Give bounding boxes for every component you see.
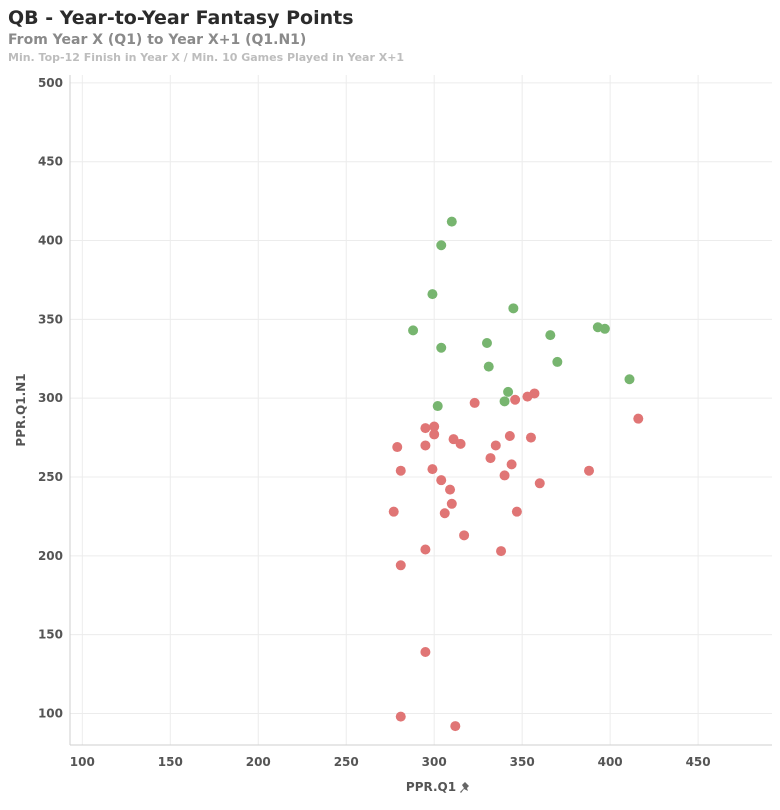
data-point[interactable] bbox=[499, 396, 510, 407]
data-point[interactable] bbox=[499, 470, 510, 481]
y-tick-label: 250 bbox=[38, 470, 63, 484]
data-point[interactable] bbox=[552, 356, 563, 367]
data-point[interactable] bbox=[511, 506, 522, 517]
data-point[interactable] bbox=[469, 397, 480, 408]
data-point[interactable] bbox=[427, 464, 438, 475]
y-axis-ticks: 100 150 200 250 300 350 400 450 500 bbox=[38, 76, 63, 721]
y-tick-label: 300 bbox=[38, 391, 63, 405]
x-axis-ticks: 100 150 200 250 300 350 400 450 bbox=[70, 755, 711, 769]
data-point[interactable] bbox=[545, 330, 556, 341]
x-tick-label: 250 bbox=[334, 755, 359, 769]
data-point[interactable] bbox=[483, 361, 494, 372]
x-tick-label: 300 bbox=[422, 755, 447, 769]
data-point[interactable] bbox=[395, 560, 406, 571]
data-point[interactable] bbox=[448, 434, 459, 445]
data-point[interactable] bbox=[525, 432, 536, 443]
data-point[interactable] bbox=[427, 289, 438, 300]
data-point[interactable] bbox=[490, 440, 501, 451]
y-tick-label: 150 bbox=[38, 628, 63, 642]
data-point[interactable] bbox=[624, 374, 635, 385]
y-axis-label: PPR.Q1.N1 bbox=[14, 373, 28, 446]
data-point[interactable] bbox=[420, 544, 431, 555]
chart-grid bbox=[70, 75, 772, 745]
data-point[interactable] bbox=[506, 459, 517, 470]
y-tick-label: 400 bbox=[38, 234, 63, 248]
data-point[interactable] bbox=[420, 646, 431, 657]
x-tick-label: 450 bbox=[686, 755, 711, 769]
data-point[interactable] bbox=[408, 325, 419, 336]
data-point[interactable] bbox=[445, 484, 456, 495]
chart-header: QB - Year-to-Year Fantasy Points From Ye… bbox=[8, 6, 404, 66]
data-point[interactable] bbox=[436, 475, 447, 486]
data-point[interactable] bbox=[633, 413, 644, 424]
y-tick-label: 350 bbox=[38, 312, 63, 326]
chart-subtitle: From Year X (Q1) to Year X+1 (Q1.N1) bbox=[8, 32, 307, 48]
y-tick-label: 450 bbox=[38, 155, 63, 169]
data-point[interactable] bbox=[504, 431, 515, 442]
y-tick-label: 200 bbox=[38, 549, 63, 563]
data-point[interactable] bbox=[392, 442, 403, 453]
x-tick-label: 150 bbox=[158, 755, 183, 769]
data-point[interactable] bbox=[510, 394, 521, 405]
chart-title: QB - Year-to-Year Fantasy Points bbox=[8, 7, 354, 29]
data-point[interactable] bbox=[429, 429, 440, 440]
data-point[interactable] bbox=[446, 216, 457, 227]
data-point[interactable] bbox=[432, 401, 443, 412]
data-point[interactable] bbox=[388, 506, 399, 517]
chart-note: Min. Top-12 Finish in Year X / Min. 10 G… bbox=[8, 51, 405, 64]
y-tick-label: 100 bbox=[38, 706, 63, 720]
data-point[interactable] bbox=[395, 711, 406, 722]
x-tick-label: 100 bbox=[70, 755, 95, 769]
x-tick-label: 200 bbox=[246, 755, 271, 769]
x-tick-label: 400 bbox=[598, 755, 623, 769]
data-point[interactable] bbox=[481, 338, 492, 348]
data-point[interactable] bbox=[584, 465, 595, 476]
data-point[interactable] bbox=[459, 530, 470, 541]
data-points[interactable] bbox=[388, 216, 644, 732]
data-point[interactable] bbox=[439, 508, 450, 519]
data-point[interactable] bbox=[496, 546, 507, 557]
x-axis-label: PPR.Q1 bbox=[406, 780, 456, 794]
data-point[interactable] bbox=[429, 421, 440, 432]
data-point[interactable] bbox=[508, 303, 519, 314]
data-point[interactable] bbox=[455, 438, 466, 449]
data-point[interactable] bbox=[420, 423, 431, 434]
data-point[interactable] bbox=[450, 721, 461, 732]
y-tick-label: 500 bbox=[38, 76, 63, 90]
data-point[interactable] bbox=[522, 391, 533, 402]
data-point[interactable] bbox=[395, 465, 406, 476]
data-point[interactable] bbox=[446, 498, 457, 509]
pin-icon[interactable] bbox=[460, 782, 469, 793]
data-point[interactable] bbox=[534, 478, 545, 489]
x-tick-label: 350 bbox=[510, 755, 535, 769]
data-point[interactable] bbox=[485, 453, 496, 464]
data-point[interactable] bbox=[420, 440, 431, 451]
data-point[interactable] bbox=[503, 386, 514, 397]
data-point[interactable] bbox=[436, 240, 447, 251]
data-point[interactable] bbox=[436, 342, 447, 353]
data-point[interactable] bbox=[599, 323, 610, 334]
